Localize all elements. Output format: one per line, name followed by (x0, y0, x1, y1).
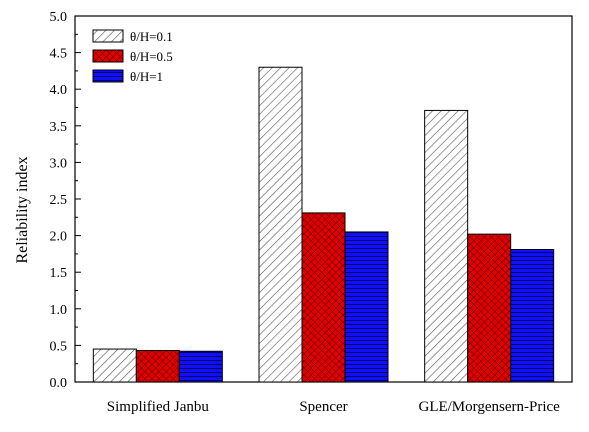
bar (301, 212, 346, 383)
legend: θ/H=0.1 θ/H=0.5 θ/H=1 (92, 29, 173, 84)
x-category-label: Spencer (299, 399, 347, 415)
bar (258, 66, 303, 383)
legend-swatch (92, 69, 124, 83)
y-tick-label: 2.5 (50, 193, 68, 208)
bar (467, 233, 512, 383)
bar (92, 348, 137, 383)
y-tick-label: 5.0 (50, 10, 68, 25)
bar (424, 109, 469, 383)
bar (510, 249, 555, 383)
y-tick-label: 2.0 (50, 230, 68, 245)
y-tick-label: 1.5 (50, 266, 68, 281)
y-tick-label: 1.0 (50, 303, 68, 318)
bars-group (92, 66, 555, 383)
legend-swatch (92, 49, 124, 63)
y-tick-label: 3.5 (50, 120, 68, 135)
bar (344, 231, 389, 383)
y-axis-title: Reliability index (14, 156, 31, 263)
x-category-label: GLE/Morgensern-Price (418, 399, 560, 415)
legend-swatch (92, 29, 124, 43)
y-tick-label: 4.0 (50, 83, 68, 98)
y-tick-label: 0.5 (50, 339, 68, 354)
bar (178, 350, 223, 383)
y-tick-label: 3.0 (50, 156, 68, 171)
x-axis: Simplified Janbu Spencer GLE/Morgensern-Pr… (107, 399, 560, 415)
x-category-label: Simplified Janbu (107, 399, 210, 415)
legend-label: θ/H=0.1 (130, 29, 173, 44)
legend-label: θ/H=0.5 (130, 49, 173, 64)
y-axis: 0.0 0.5 1.0 1.5 2.0 2.5 3.0 3.5 4.0 4.5 5.0 (50, 10, 81, 391)
legend-label: θ/H=1 (130, 69, 163, 84)
bar (135, 350, 180, 383)
y-tick-label: 4.5 (50, 47, 68, 62)
y-tick-label: 0.0 (50, 376, 68, 391)
